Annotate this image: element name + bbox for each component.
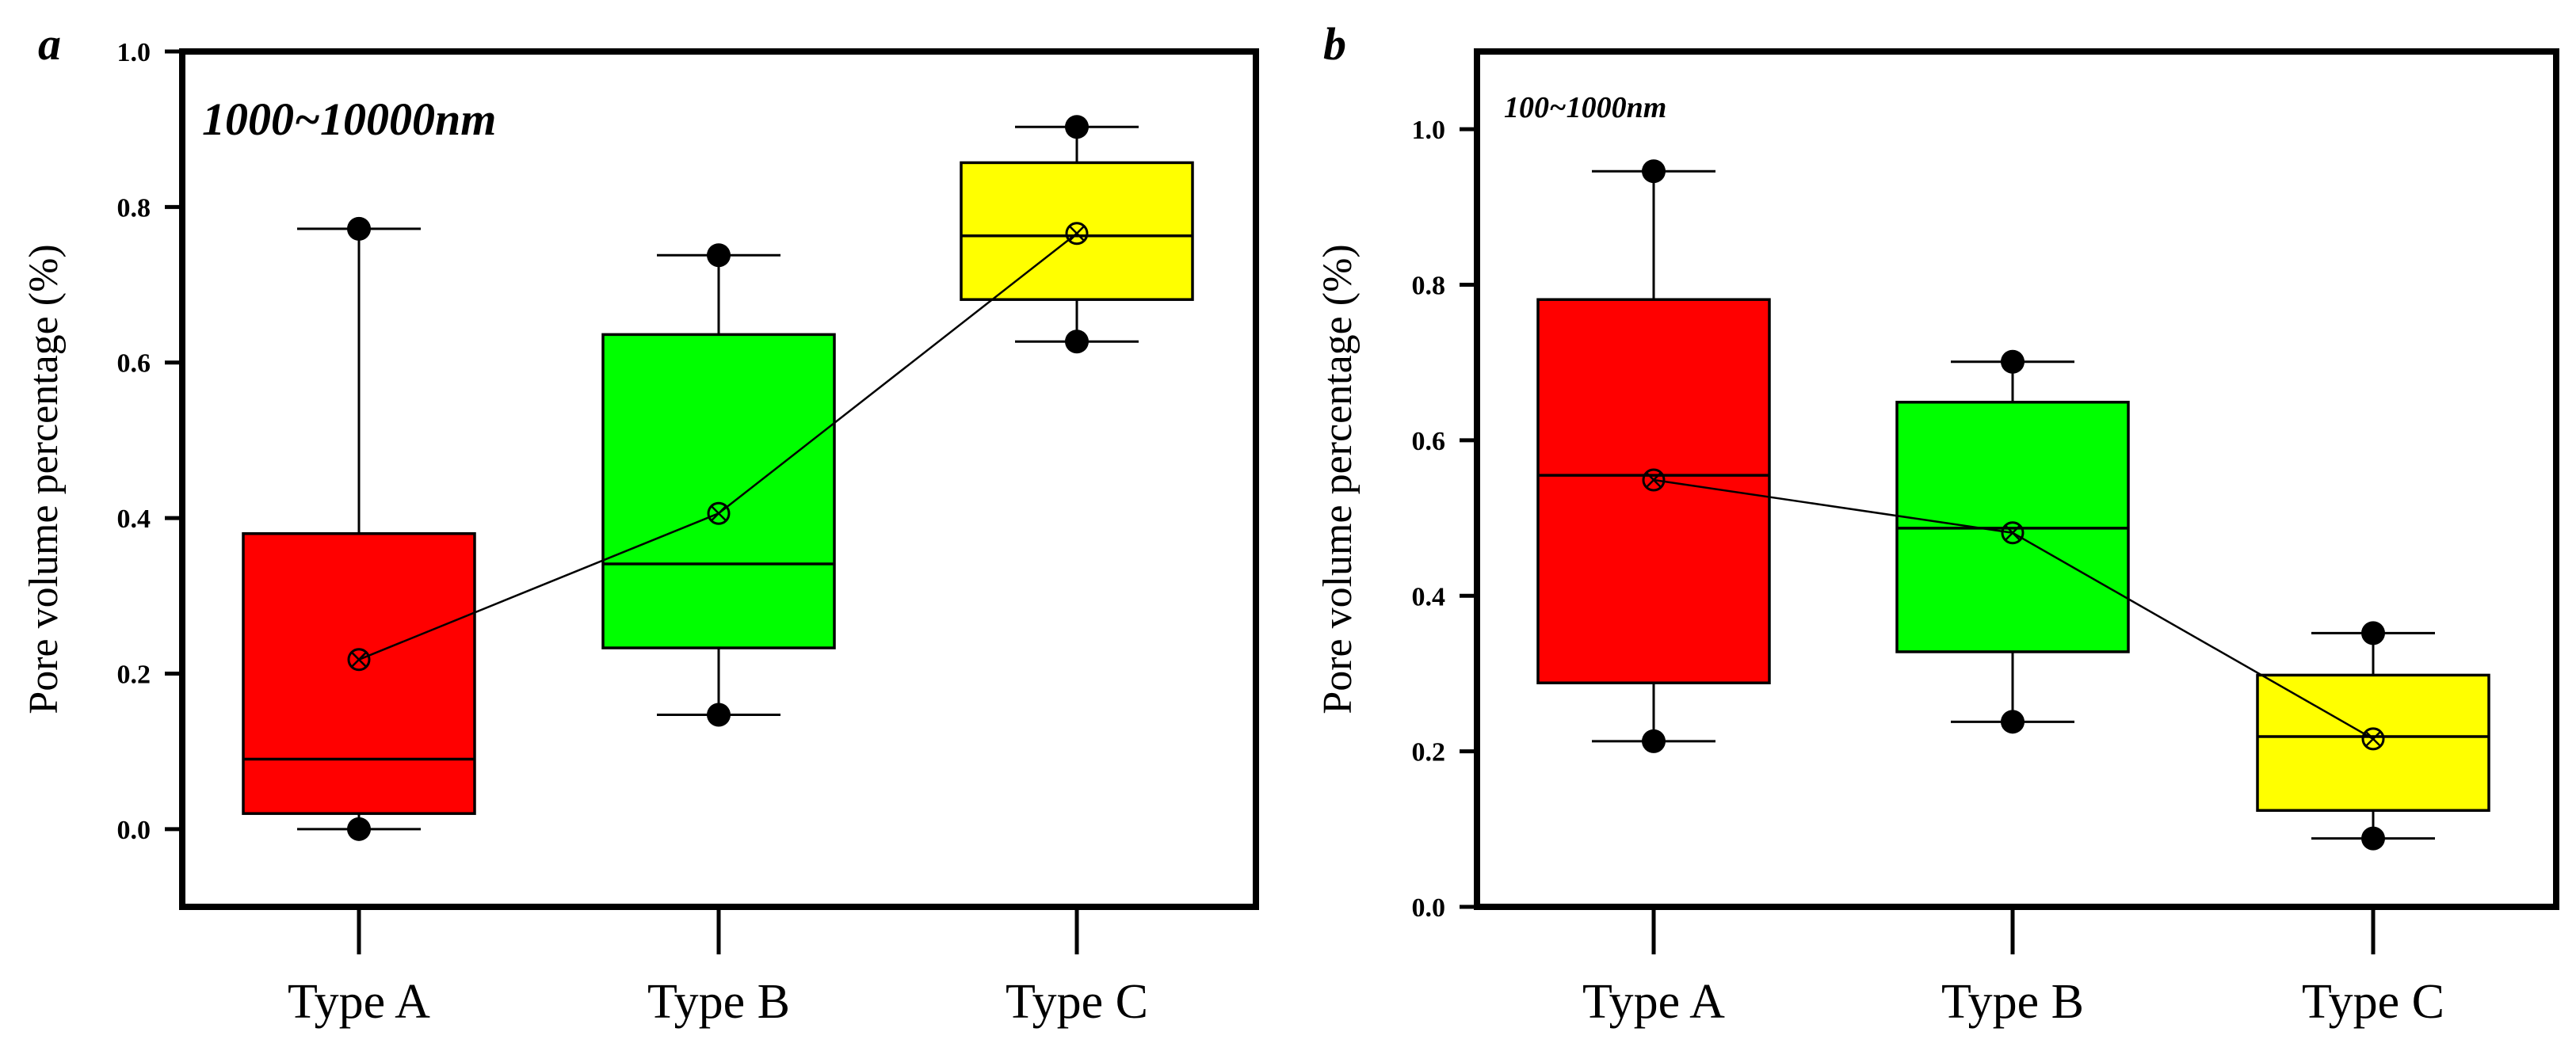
y-axis-label: Pore volume percentage (%): [21, 244, 67, 714]
box-type-c: [2256, 621, 2490, 851]
panel-letter: a: [38, 18, 61, 70]
mean-marker-circle: [347, 648, 371, 672]
x-tick-label: Type B: [647, 975, 790, 1029]
mean-marker: [1065, 222, 1089, 246]
panel-a: 0.0 0.2 0.4 0.6 0.8 1.0 Type A Type B Type C Pore…: [21, 18, 1259, 1029]
y-tick-label: 0.2: [1412, 738, 1446, 767]
box-type-b: [1895, 349, 2130, 734]
min-point: [2361, 826, 2385, 851]
min-point: [2001, 710, 2025, 734]
panel-letter: b: [1323, 18, 1346, 70]
mean-marker-cross: [351, 651, 367, 668]
mean-marker-circle: [1065, 222, 1089, 246]
box-rect: [2256, 673, 2490, 813]
mean-marker-cross: [2005, 524, 2021, 541]
boxes-group: [242, 115, 1194, 841]
min-point: [1642, 729, 1666, 753]
mean-marker-circle: [2361, 727, 2385, 751]
y-tick-label: 0.8: [117, 193, 151, 223]
y-axis-label: Pore volume percentage (%): [1315, 244, 1361, 714]
mean-marker-circle: [2001, 521, 2025, 545]
mean-marker-cross: [711, 505, 727, 522]
box-rect: [242, 531, 476, 815]
mean-marker: [2361, 727, 2385, 751]
mean-marker-cross: [1646, 471, 1662, 488]
panel-b: 0.0 0.2 0.4 0.6 0.8 1.0 Type A Type B Type C Pore…: [1315, 18, 2559, 1029]
x-tick-label: Type C: [1006, 975, 1148, 1029]
mean-marker: [707, 501, 731, 525]
box-rect: [960, 161, 1194, 301]
max-point: [1642, 159, 1666, 184]
y-tick-label: 0.6: [1412, 427, 1446, 456]
mean-marker-cross: [1069, 225, 1085, 242]
min-point: [347, 817, 371, 841]
box-type-b: [601, 243, 836, 727]
max-point: [347, 216, 371, 241]
mean-marker-circle: [707, 501, 731, 525]
size-range-annotation: 100~1000nm: [1504, 91, 1666, 124]
x-tick-label: Type C: [2302, 975, 2444, 1029]
max-point: [2001, 349, 2025, 374]
y-tick-label: 0.4: [1412, 582, 1446, 611]
y-tick-label: 0.8: [1412, 272, 1446, 301]
box-type-a: [242, 216, 476, 841]
mean-marker: [2001, 521, 2025, 545]
y-tick-label: 1.0: [117, 38, 151, 67]
max-point: [2361, 621, 2385, 645]
axes-frame: [1474, 48, 2559, 910]
mean-marker-circle: [1642, 468, 1666, 492]
x-tick-label: Type B: [1941, 975, 2084, 1029]
mean-marker-cross: [2365, 730, 2381, 747]
max-point: [1065, 115, 1089, 139]
min-point: [1065, 329, 1089, 354]
mean-marker: [347, 648, 371, 672]
box-rect: [601, 333, 836, 649]
x-tick-label: Type A: [288, 975, 430, 1029]
min-point: [707, 703, 731, 727]
box-type-a: [1536, 159, 1771, 753]
x-tick-label: Type A: [1582, 975, 1725, 1029]
mean-marker: [1642, 468, 1666, 492]
y-tick-label: 0.0: [117, 816, 151, 845]
y-tick-label: 0.6: [117, 349, 151, 379]
max-point: [707, 243, 731, 268]
y-tick-label: 0.2: [117, 660, 151, 689]
y-tick-label: 0.0: [1412, 893, 1446, 923]
size-range-annotation: 1000~10000nm: [202, 93, 496, 145]
y-tick-label: 1.0: [1412, 116, 1446, 145]
boxes-group: [1536, 159, 2490, 851]
box-type-c: [960, 115, 1194, 354]
y-tick-label: 0.4: [117, 505, 151, 534]
